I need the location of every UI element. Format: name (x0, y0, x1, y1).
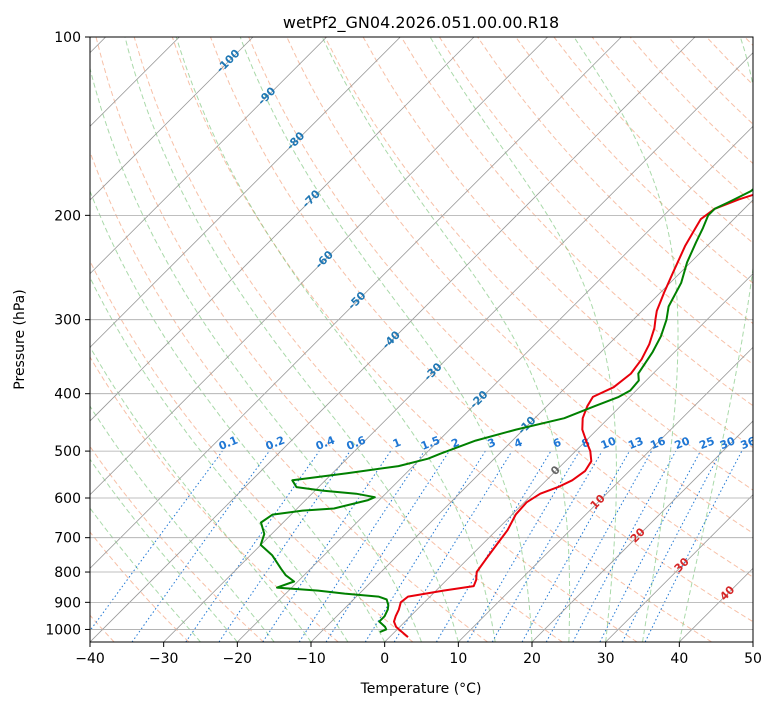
x-tick-label: −30 (149, 651, 179, 667)
isotherm (310, 199, 753, 642)
mixing-ratio-label: 2 (449, 436, 461, 451)
dry-adiabat (90, 150, 488, 642)
dry-adiabat (515, 37, 753, 284)
dry-adiabat (438, 37, 753, 366)
isotherm (90, 37, 327, 275)
y-tick-label: 400 (54, 387, 81, 403)
chart-title: wetPf2_GN04.2026.051.00.00.R18 (283, 13, 559, 33)
moist-adiabat (90, 276, 349, 642)
y-tick-label: 800 (54, 565, 81, 581)
mixing-ratio-line (298, 450, 425, 642)
moist-adiabat (124, 37, 459, 642)
mixing-ratio-line (572, 450, 677, 642)
mixing-ratio-label: 16 (648, 434, 667, 452)
mixing-ratio-line (185, 450, 320, 642)
moist-adiabat (239, 37, 533, 642)
mixing-ratio-label: 3 (486, 436, 498, 451)
y-axis-label: Pressure (hPa) (12, 289, 28, 389)
plot-frame (89, 36, 754, 643)
isotherm (605, 494, 753, 642)
mixing-ratio-label: 1 (391, 436, 403, 451)
isotherm (237, 125, 753, 642)
isotherm (90, 37, 475, 422)
moist-adiabat (175, 37, 496, 642)
moist-adiabat (90, 458, 238, 642)
dry-adiabat (90, 531, 190, 642)
moist-adiabat (573, 37, 679, 642)
x-tick-label: −10 (296, 651, 326, 667)
mixing-ratio-line (218, 450, 351, 642)
isotherm (90, 37, 254, 201)
isotherm (163, 52, 753, 642)
temperature-line (393, 193, 753, 638)
dry-adiabat (248, 37, 753, 578)
x-axis-label: Temperature (°C) (360, 681, 482, 697)
moist-adiabat (90, 189, 386, 642)
moist-adiabat (678, 37, 753, 642)
x-axis: −40 −30 −20 −10 0 10 20 30 40 50 (75, 642, 762, 667)
profile-series (259, 188, 753, 638)
dry-adiabat (90, 356, 339, 642)
x-tick-label: 40 (670, 651, 688, 667)
y-tick-label: 200 (54, 208, 81, 224)
y-tick-label: 500 (54, 444, 81, 460)
mixing-ratio-line (90, 450, 223, 632)
x-tick-label: 50 (744, 651, 762, 667)
plot-area: -100-90-80-70-60-50-40-30-20-10010203040… (90, 37, 758, 642)
pressure-gridlines (90, 37, 753, 630)
skewed-isotherms (90, 37, 753, 642)
isotherm (90, 37, 622, 569)
moist-adiabat (90, 66, 422, 642)
mixing-ratio-label: 10 (599, 434, 618, 452)
mixing-ratio-labels: 0.1 0.2 0.4 0.6 1 1.5 2 3 4 6 8 10 13 16 20 25 30 36 (217, 433, 758, 452)
dewpoint-line (259, 188, 753, 633)
isotherm (752, 641, 753, 642)
dry-adiabat (90, 445, 264, 642)
mixing-ratio-label: 30 (718, 434, 737, 452)
mixing-ratio-label: 20 (673, 434, 692, 452)
plot-background (90, 37, 753, 642)
dry-adiabat (400, 37, 753, 407)
x-tick-label: 20 (523, 651, 541, 667)
dry-adiabat (95, 37, 563, 642)
y-tick-label: 300 (54, 313, 81, 329)
moist-adiabats (90, 37, 753, 642)
y-tick-label: 700 (54, 531, 81, 547)
y-axis: 100 200 300 400 500 600 700 800 900 1000 (45, 30, 90, 638)
isotherm (90, 37, 696, 642)
x-tick-label: −40 (75, 651, 105, 667)
y-tick-label: 1000 (45, 622, 81, 638)
dry-adiabat (324, 37, 753, 491)
mixing-ratio-line (644, 450, 743, 642)
isotherm (531, 420, 753, 642)
isotherm (90, 37, 548, 496)
mixing-ratio-label: 36 (739, 434, 758, 452)
mixing-ratio-label: 8 (580, 436, 592, 451)
moist-adiabat (321, 37, 571, 642)
mixing-ratio-line (131, 450, 270, 642)
y-tick-label: 600 (54, 491, 81, 507)
x-tick-label: 0 (380, 651, 389, 667)
mixing-ratio-label: 25 (697, 434, 716, 452)
dry-adiabat (133, 37, 638, 642)
dry-adiabat (171, 37, 712, 642)
isotherm (384, 273, 753, 642)
mixing-ratio-line (521, 450, 630, 642)
mixing-ratio-label: 13 (626, 434, 645, 452)
x-tick-label: −20 (223, 651, 253, 667)
mixing-ratio-line (545, 450, 653, 642)
isotherm (458, 346, 753, 642)
mixing-ratio-line (325, 450, 450, 642)
y-tick-label: 900 (54, 595, 81, 611)
mixing-ratio-line (393, 450, 513, 642)
isotherm (90, 37, 401, 348)
moist-adiabat (90, 405, 275, 642)
moist-adiabat (429, 37, 617, 642)
x-tick-label: 30 (597, 651, 615, 667)
x-tick-label: 10 (449, 651, 467, 667)
y-tick-label: 100 (54, 30, 81, 46)
